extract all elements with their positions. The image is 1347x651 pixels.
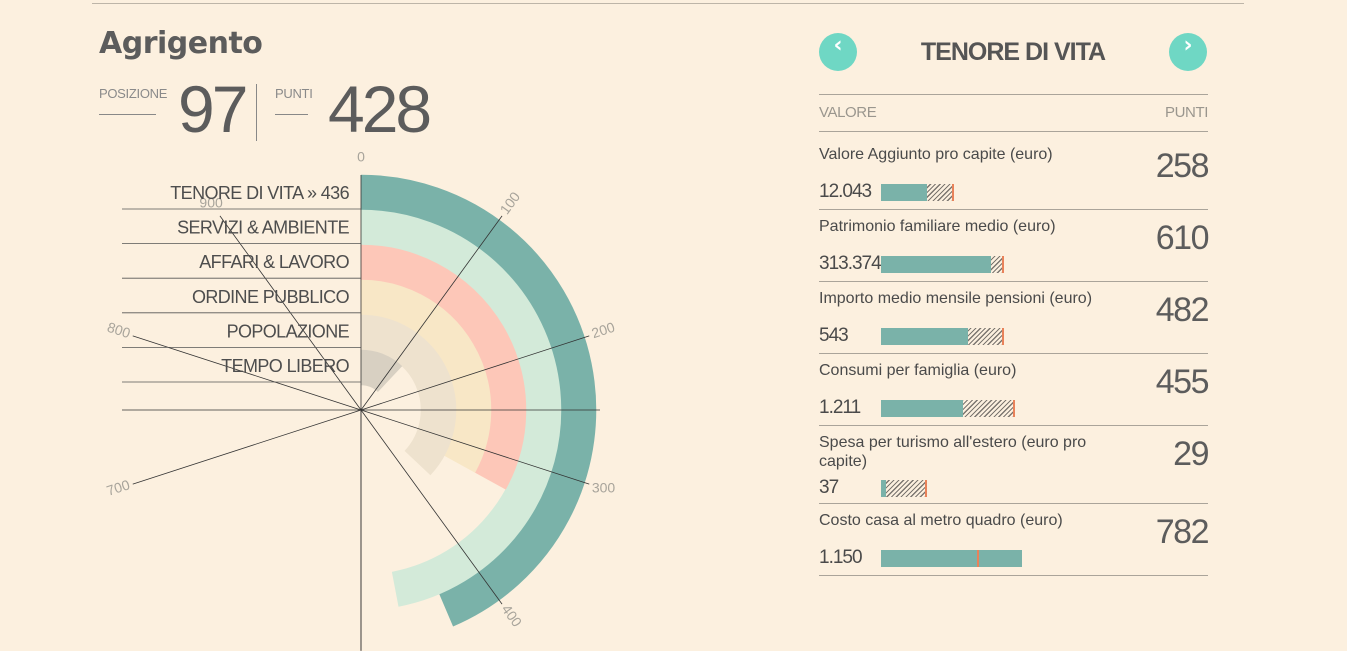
indicator-value: 37 xyxy=(819,477,839,498)
tick-label: 300 xyxy=(592,480,616,496)
indicator-points: 455 xyxy=(1155,363,1210,401)
indicator-value: 12.043 xyxy=(819,181,872,202)
category-label: ORDINE PUBBLICO xyxy=(192,287,350,307)
indicator-row: Valore Aggiunto pro capite (euro) 258 12.0… xyxy=(819,145,1210,217)
bar-average-marker xyxy=(952,184,954,201)
tick-label: 400 xyxy=(499,601,526,629)
top-divider xyxy=(92,3,1244,4)
bar-fill xyxy=(881,328,968,345)
category-label: SERVIZI & AMBIENTE xyxy=(177,218,350,238)
indicator-points: 29 xyxy=(1173,435,1209,473)
indicator-points: 482 xyxy=(1155,291,1210,329)
category-label: POPOLAZIONE xyxy=(227,321,350,341)
indicator-bar xyxy=(881,400,1061,417)
category-label: TEMPO LIBERO xyxy=(221,356,349,376)
indicator-value: 1.150 xyxy=(819,547,863,568)
bar-fill xyxy=(881,184,928,201)
indicator-value: 543 xyxy=(819,325,849,346)
tick-label: 100 xyxy=(496,189,523,217)
indicator-bar xyxy=(881,550,1061,567)
indicator-label: Spesa per turismo all'estero (euro pro c… xyxy=(819,434,1087,470)
indicator-row: Patrimonio familiare medio (euro) 610 313.… xyxy=(819,217,1210,289)
spoke-100 xyxy=(360,215,503,411)
panel-title: TENORE DI VITA xyxy=(920,38,1106,66)
indicator-bar xyxy=(881,328,1061,345)
chevron-right-icon: › xyxy=(1183,33,1193,58)
bar-average-marker xyxy=(977,550,980,567)
arc-1 xyxy=(360,174,597,627)
row-divider xyxy=(819,209,1208,210)
arc-5 xyxy=(360,314,457,476)
bar-fill xyxy=(881,400,963,417)
row-divider xyxy=(819,575,1208,576)
category-group: TENORE DI VITA » 436 SERVIZI & AMBIENTE AF… xyxy=(122,175,600,651)
arc-2 xyxy=(360,209,562,607)
spoke-800 xyxy=(132,335,362,411)
row-divider xyxy=(819,425,1208,426)
bar-gap-hatch xyxy=(927,184,953,201)
indicator-points: 610 xyxy=(1155,219,1210,257)
indicator-value: 1.211 xyxy=(819,397,861,418)
indicator-label: Valore Aggiunto pro capite (euro) xyxy=(819,146,1053,163)
spoke-200 xyxy=(360,335,590,411)
row-divider xyxy=(819,353,1208,354)
tick-label: 200 xyxy=(590,319,617,342)
bar-gap-hatch xyxy=(886,480,926,497)
bar-fill xyxy=(881,256,991,273)
next-button[interactable]: › xyxy=(1169,33,1207,71)
tick-label: 900 xyxy=(199,194,223,210)
punti-value: 428 xyxy=(328,72,432,146)
tick-label: 0 xyxy=(357,149,365,165)
tick-label: 700 xyxy=(104,476,131,499)
bar-average-marker xyxy=(1013,400,1016,417)
indicator-label: Patrimonio familiare medio (euro) xyxy=(819,218,1056,235)
bar-fill xyxy=(881,550,1022,567)
indicator-points: 782 xyxy=(1155,513,1210,551)
bar-gap-hatch xyxy=(962,400,1015,417)
col-valore-header: VALORE xyxy=(819,104,877,121)
indicator-row: Consumi per famiglia (euro) 455 1.211 xyxy=(819,361,1210,433)
arc-4 xyxy=(360,279,492,473)
spoke-300 xyxy=(360,409,590,485)
arc-6 xyxy=(359,349,403,393)
stat-separator xyxy=(256,84,257,141)
panel-divider xyxy=(819,131,1208,132)
bar-average-marker xyxy=(1002,328,1005,345)
bar-gap-hatch xyxy=(967,328,1004,345)
indicator-label: Importo medio mensile pensioni (euro) xyxy=(819,290,1093,307)
arc-group xyxy=(359,174,597,627)
bar-gap-hatch xyxy=(990,256,1004,273)
tick-label: 800 xyxy=(105,319,132,342)
indicator-bar xyxy=(881,256,1061,273)
indicator-value: 313.374 xyxy=(819,253,882,274)
arc-3 xyxy=(360,244,527,490)
chevron-left-icon: ‹ xyxy=(833,33,843,58)
spoke-700 xyxy=(132,409,362,485)
spoke-400 xyxy=(360,409,503,605)
category-label: AFFARI & LAVORO xyxy=(199,252,349,272)
row-divider xyxy=(819,281,1208,282)
indicator-bar xyxy=(881,480,1061,497)
indicator-row: Costo casa al metro quadro (euro) 782 1.15… xyxy=(819,511,1210,583)
radial-chart: 0100200300400500700800900 TENORE DI VITA… xyxy=(104,149,617,651)
bar-average-marker xyxy=(1002,256,1005,273)
city-title: Agrigento xyxy=(99,26,263,61)
prev-button[interactable]: ‹ xyxy=(819,33,857,71)
col-punti-header: PUNTI xyxy=(1164,104,1208,121)
indicator-label: Costo casa al metro quadro (euro) xyxy=(819,512,1063,529)
posizione-label: POSIZIONE xyxy=(99,86,167,115)
punti-label: PUNTI xyxy=(275,86,313,115)
category-label: TENORE DI VITA » 436 xyxy=(170,183,349,203)
bar-average-marker xyxy=(925,480,927,497)
row-divider xyxy=(819,503,1208,504)
panel-divider xyxy=(819,94,1208,95)
bar-fill xyxy=(881,480,887,497)
indicator-row: Importo medio mensile pensioni (euro) 482… xyxy=(819,289,1210,361)
indicator-label: Consumi per famiglia (euro) xyxy=(819,362,1017,379)
posizione-value: 97 xyxy=(178,72,248,146)
indicator-points: 258 xyxy=(1155,147,1210,185)
indicator-row: Spesa per turismo all'estero (euro pro c… xyxy=(819,433,1209,511)
indicator-bar xyxy=(881,184,1061,201)
